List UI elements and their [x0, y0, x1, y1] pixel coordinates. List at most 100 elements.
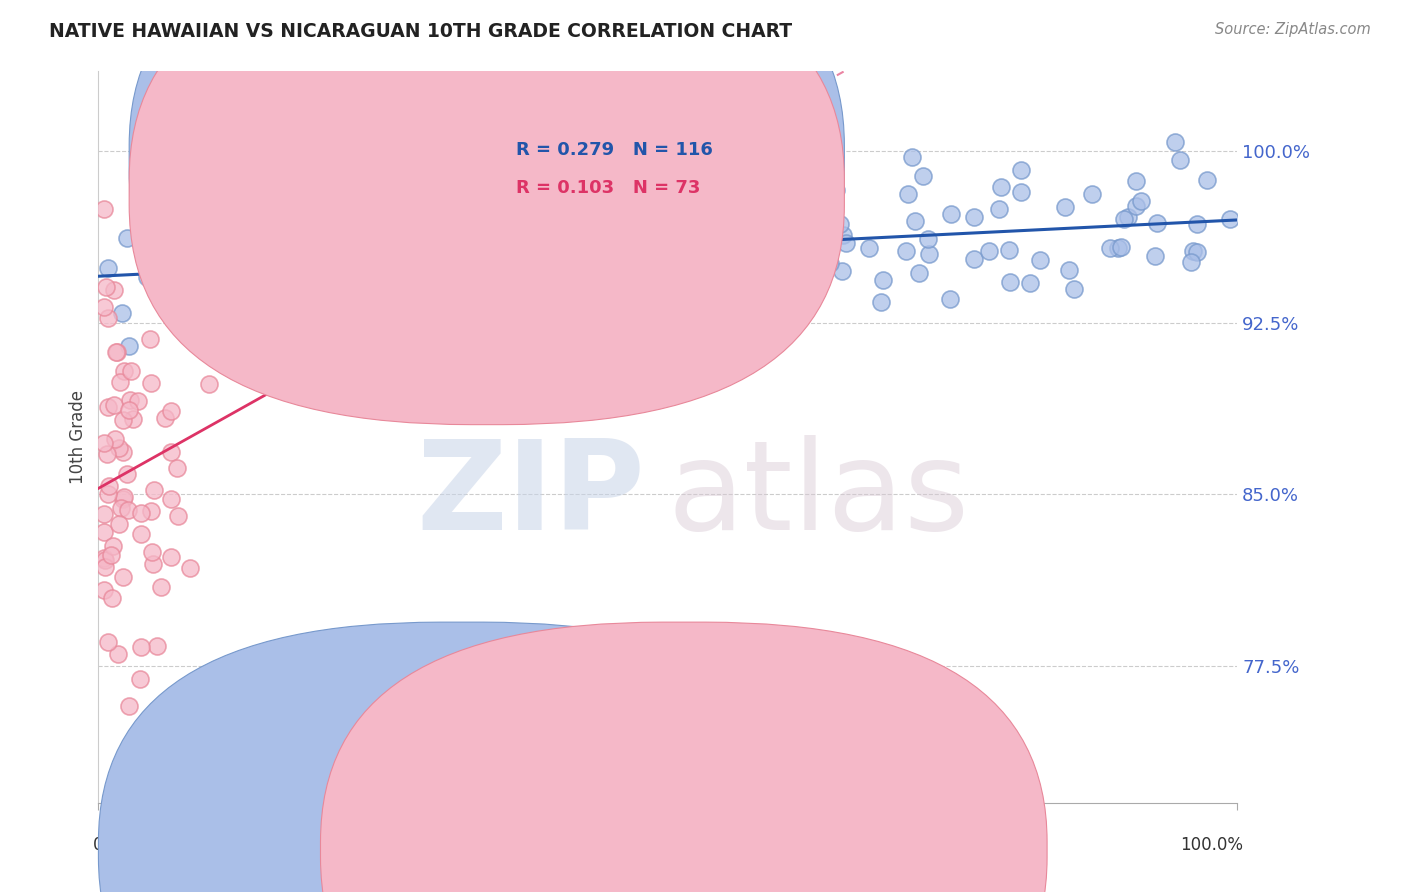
Point [107, 517, 129, 532]
Point [97, 487, 120, 501]
Point [129, 527, 152, 541]
Point [734, 250, 756, 264]
Point [458, 310, 481, 324]
Point [344, 194, 367, 209]
Point [998, 275, 1021, 289]
Point [142, 557, 165, 571]
Text: R = 0.279   N = 116: R = 0.279 N = 116 [516, 141, 713, 159]
Point [110, 375, 132, 389]
Point [1010, 163, 1032, 178]
Point [112, 364, 135, 378]
Point [963, 210, 986, 224]
Point [259, 269, 281, 284]
Point [94, 553, 117, 567]
Point [645, 252, 668, 266]
Point [897, 187, 920, 202]
Point [100, 548, 122, 562]
Point [297, 257, 319, 271]
Point [101, 539, 124, 553]
Point [103, 433, 125, 447]
Point [117, 503, 139, 517]
Point [695, 266, 717, 280]
Point [426, 393, 449, 408]
Point [118, 403, 141, 417]
Point [1164, 135, 1187, 149]
Point [766, 232, 789, 246]
Point [111, 570, 134, 584]
Point [901, 150, 924, 164]
Point [1053, 200, 1076, 214]
Point [118, 392, 141, 407]
Point [870, 294, 893, 309]
Point [101, 591, 124, 606]
Point [908, 266, 931, 280]
Point [93, 507, 115, 521]
Point [93, 582, 115, 597]
Point [108, 441, 131, 455]
Point [447, 161, 470, 176]
Point [1185, 245, 1208, 260]
Point [858, 241, 880, 255]
Point [1109, 240, 1132, 254]
Point [366, 255, 388, 269]
Point [105, 344, 128, 359]
Point [115, 231, 138, 245]
Point [1219, 212, 1241, 227]
Point [489, 279, 512, 293]
Point [443, 269, 465, 284]
Point [112, 490, 135, 504]
Point [675, 203, 697, 218]
Point [941, 207, 963, 221]
Point [765, 205, 787, 219]
Point [1099, 242, 1122, 256]
Point [1180, 254, 1202, 268]
Point [250, 226, 273, 240]
Point [93, 524, 115, 539]
Point [517, 246, 540, 260]
Point [939, 293, 962, 307]
Point [311, 281, 333, 295]
Point [1144, 249, 1167, 263]
Point [977, 244, 1000, 258]
Point [610, 260, 633, 274]
Point [1057, 263, 1080, 277]
Point [111, 413, 134, 427]
Point [1112, 212, 1135, 227]
Point [1125, 199, 1147, 213]
Point [828, 217, 851, 231]
Point [129, 506, 152, 520]
Point [1195, 173, 1218, 187]
Point [111, 305, 134, 319]
Point [150, 580, 173, 594]
Point [918, 247, 941, 261]
Point [375, 221, 398, 235]
Point [111, 492, 134, 507]
Text: atlas: atlas [668, 435, 970, 556]
Point [121, 412, 143, 426]
Point [818, 255, 841, 269]
Point [904, 213, 927, 227]
Point [470, 285, 492, 300]
Point [382, 227, 405, 242]
Point [831, 264, 853, 278]
Point [139, 376, 162, 391]
Point [145, 639, 167, 653]
Point [1028, 252, 1050, 267]
Point [187, 275, 209, 289]
Point [655, 259, 678, 273]
Point [166, 460, 188, 475]
Point [160, 404, 183, 418]
Point [911, 169, 934, 183]
Point [128, 673, 150, 687]
Point [1063, 282, 1085, 296]
Point [160, 491, 183, 506]
Point [917, 232, 939, 246]
Point [1107, 241, 1129, 255]
Point [110, 500, 132, 515]
Point [97, 310, 120, 325]
Point [734, 236, 756, 251]
Text: NATIVE HAWAIIAN VS NICARAGUAN 10TH GRADE CORRELATION CHART: NATIVE HAWAIIAN VS NICARAGUAN 10TH GRADE… [49, 22, 793, 41]
Point [256, 336, 278, 351]
Point [321, 173, 343, 187]
Point [896, 244, 918, 258]
